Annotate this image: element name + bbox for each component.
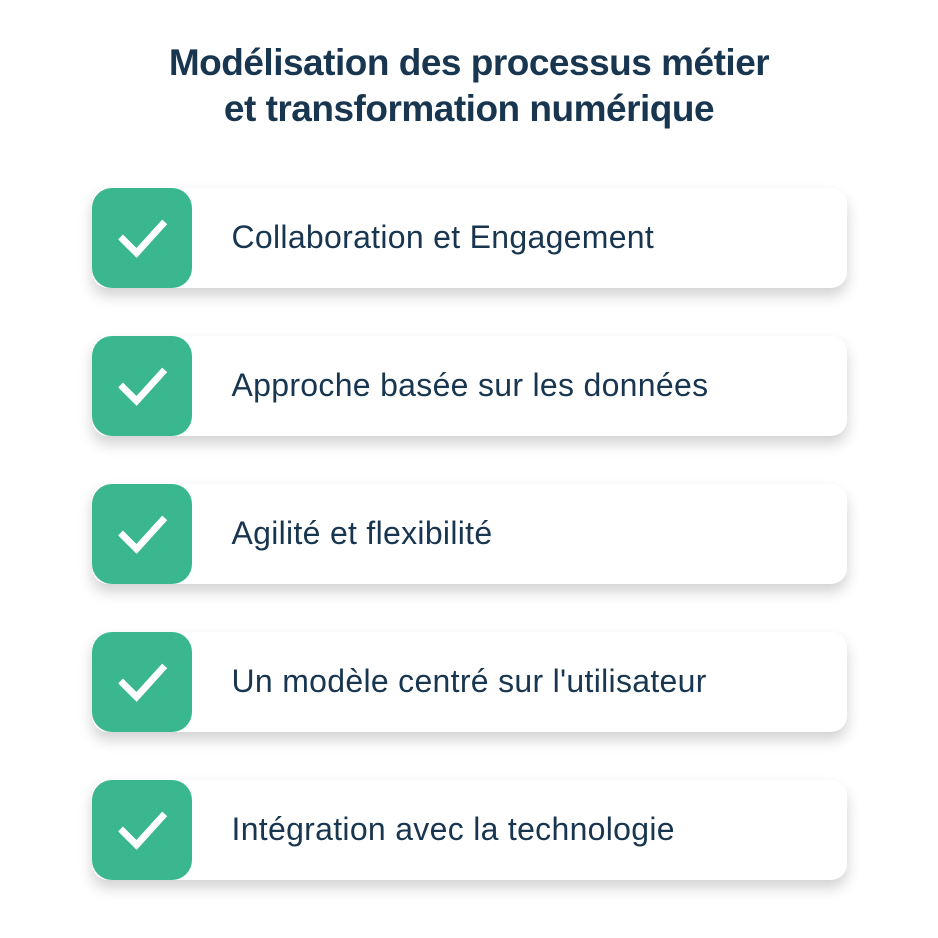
list-item: Intégration avec la technologie [92,780,847,880]
check-icon [92,484,192,584]
check-icon [92,632,192,732]
list-item-label: Un modèle centré sur l'utilisateur [192,663,847,700]
list-item-label: Agilité et flexibilité [192,515,847,552]
list-item: Collaboration et Engagement [92,188,847,288]
list-item: Approche basée sur les données [92,336,847,436]
check-icon [92,336,192,436]
page-title: Modélisation des processus métier et tra… [169,40,769,133]
check-icon [92,188,192,288]
list-item-label: Collaboration et Engagement [192,219,847,256]
list-item: Agilité et flexibilité [92,484,847,584]
list-item-label: Intégration avec la technologie [192,811,847,848]
title-line-1: Modélisation des processus métier [169,42,769,83]
title-line-2: et transformation numérique [224,88,714,129]
check-icon [92,780,192,880]
list-item-label: Approche basée sur les données [192,367,847,404]
checklist: Collaboration et Engagement Approche bas… [92,188,847,880]
list-item: Un modèle centré sur l'utilisateur [92,632,847,732]
